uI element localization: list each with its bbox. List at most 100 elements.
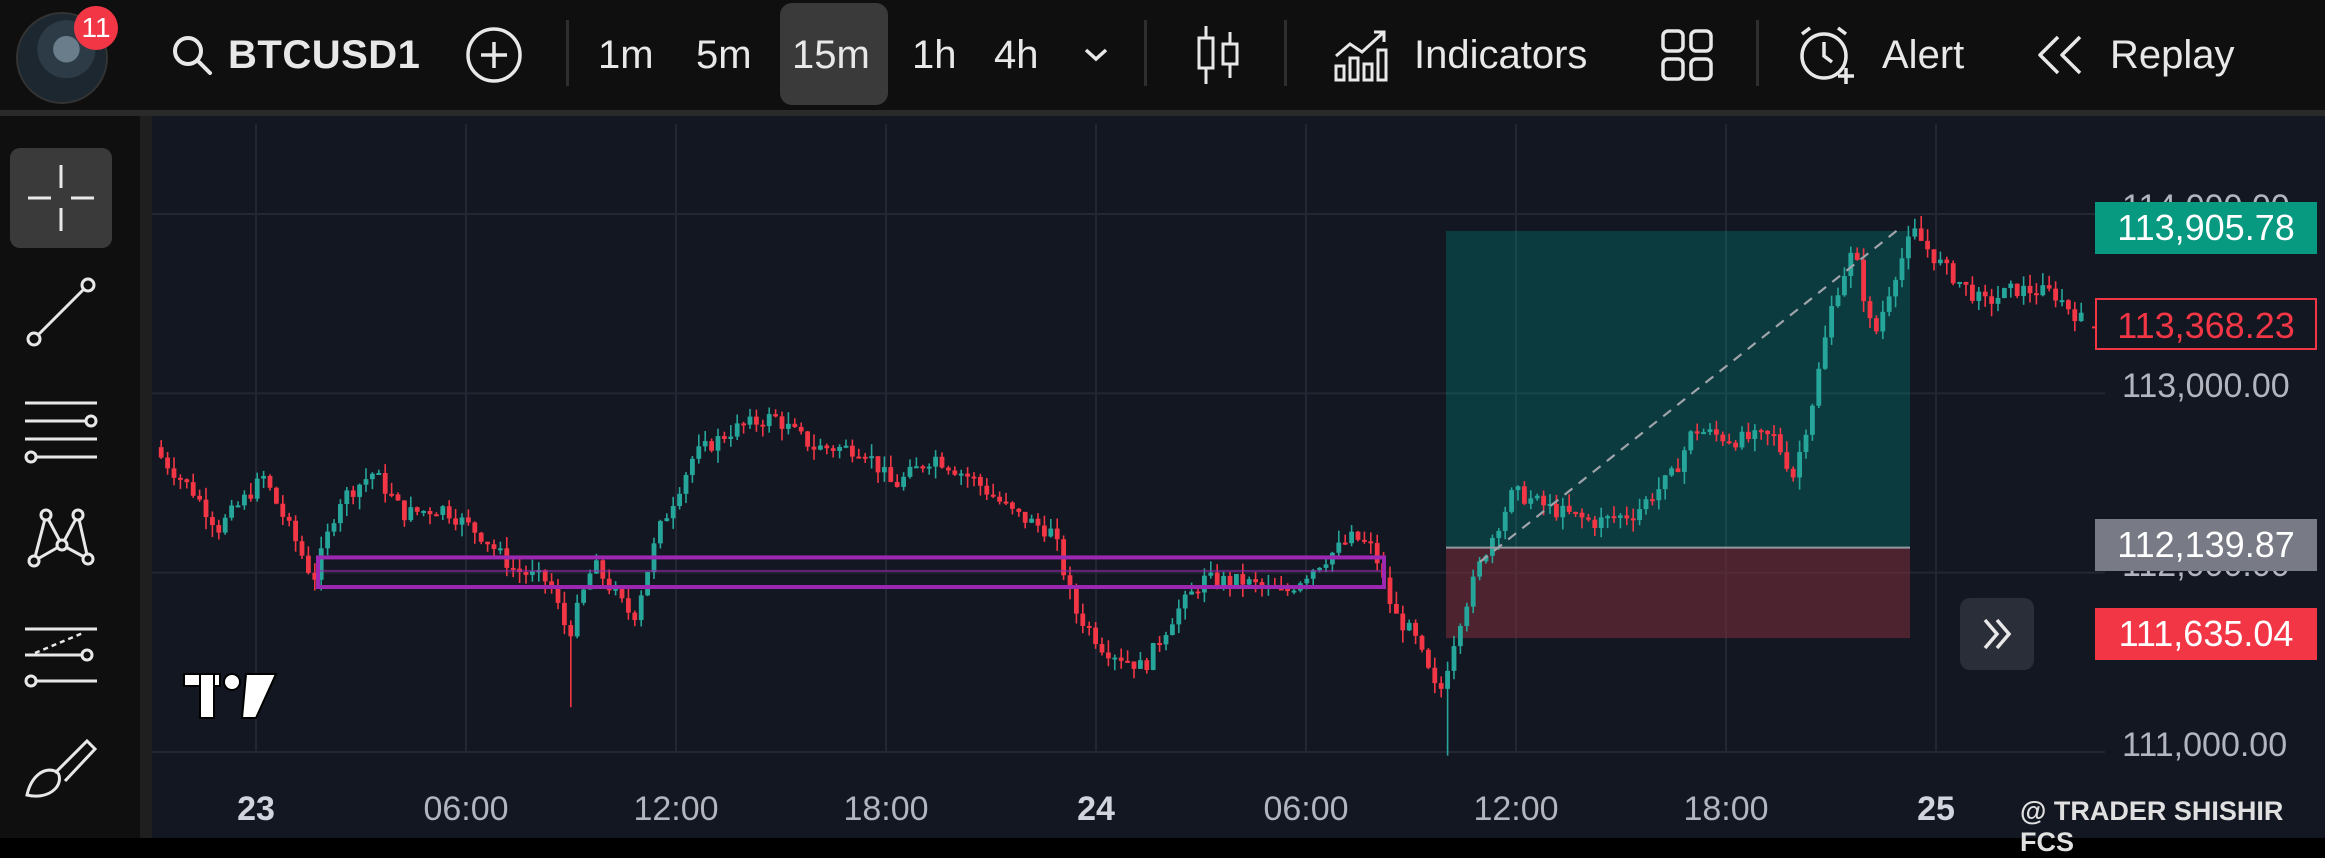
timeframe-dropdown-button[interactable] <box>1080 0 1112 110</box>
candle-body <box>312 572 318 580</box>
candle-body <box>293 520 298 542</box>
brush-icon <box>25 738 98 798</box>
price-tick: 111,000.00 <box>2122 726 2288 764</box>
candle-body <box>920 466 926 469</box>
fib-lines-tool-button[interactable] <box>10 380 112 480</box>
candle-body <box>427 510 433 515</box>
candlestick-icon <box>1197 26 1239 84</box>
crosshair-icon <box>28 165 94 231</box>
candle-body <box>414 507 420 512</box>
layouts-button[interactable] <box>1660 0 1714 110</box>
trend-line-icon <box>26 277 96 347</box>
pattern-tool-button[interactable] <box>10 488 112 588</box>
candle-body <box>2014 283 2020 297</box>
candle-body <box>1323 564 1329 568</box>
candle-body <box>1138 660 1143 669</box>
candle-body <box>1707 429 1713 433</box>
candle-body <box>1112 657 1118 660</box>
candle-body <box>1509 490 1514 512</box>
candle-body <box>792 423 798 427</box>
toolbar-divider <box>1284 20 1287 86</box>
trend-line-tool-button[interactable] <box>10 262 112 362</box>
candle-body <box>1458 625 1463 647</box>
candle-body <box>1317 567 1322 571</box>
candle-body <box>1957 281 1962 284</box>
candle-body <box>1522 486 1527 504</box>
candle-body <box>1394 603 1399 614</box>
timeframe-1h[interactable]: 1h <box>912 32 957 77</box>
candle-body <box>210 517 215 526</box>
alert-button[interactable]: Alert <box>1796 0 1964 110</box>
toolbar-border <box>0 110 2325 116</box>
timeframe-1m[interactable]: 1m <box>598 32 654 77</box>
candle-body <box>952 470 958 475</box>
candle-body <box>1931 249 1937 264</box>
candle-body <box>1477 561 1482 577</box>
profile-avatar-button[interactable]: 11 <box>16 6 118 104</box>
time-tick: 23 <box>237 790 275 828</box>
candle-body <box>818 445 823 450</box>
time-tick: 12:00 <box>633 790 719 828</box>
candle-body <box>2027 285 2033 294</box>
replay-button[interactable]: Replay <box>2036 0 2235 110</box>
candle-body <box>882 467 887 473</box>
candle-body <box>306 555 311 573</box>
candle-body <box>1982 291 1988 297</box>
candle-body <box>459 517 465 525</box>
timeframe-15m[interactable]: 15m <box>792 32 870 77</box>
candle-body <box>1003 501 1009 504</box>
candle-body <box>1810 405 1815 435</box>
candle-body <box>1304 578 1310 584</box>
chart-pane[interactable] <box>152 116 2325 838</box>
candle-body <box>1893 280 1898 297</box>
candle-body <box>562 602 567 626</box>
candle-body <box>1899 258 1905 281</box>
candle-body <box>798 426 804 432</box>
candle-body <box>914 466 919 469</box>
candle-body <box>1432 667 1438 684</box>
candle-body <box>1451 646 1457 671</box>
drawing-toolbar <box>0 116 140 838</box>
time-tick: 24 <box>1077 790 1115 828</box>
candle-body <box>1400 613 1406 631</box>
candle-body <box>440 506 446 515</box>
candle-body <box>1694 431 1700 434</box>
candle-body <box>165 457 170 469</box>
timeframe-5m[interactable]: 5m <box>696 32 752 77</box>
candle-body <box>1067 575 1073 589</box>
timeframe-4h[interactable]: 4h <box>994 32 1039 77</box>
candle-body <box>1362 539 1367 542</box>
candle-body <box>1880 311 1886 332</box>
candle-body <box>1202 575 1207 593</box>
candle-body <box>1310 570 1316 579</box>
indicators-button[interactable]: Indicators <box>1332 0 1587 110</box>
candle-body <box>446 506 452 519</box>
candle-body <box>722 436 727 440</box>
brush-tool-button[interactable] <box>10 718 112 818</box>
symbol-search-button[interactable]: BTCUSD1 <box>170 0 420 110</box>
candle-body <box>1131 661 1137 669</box>
candle-body <box>1445 670 1450 689</box>
alert-label: Alert <box>1882 32 1965 77</box>
candle-body <box>1739 431 1745 448</box>
candle-body <box>1714 429 1719 435</box>
crosshair-tool-button[interactable] <box>10 148 112 248</box>
candle-body <box>1291 590 1297 593</box>
candle-body <box>1579 512 1585 518</box>
candle-body <box>683 474 689 494</box>
chart-type-button[interactable] <box>1194 0 1242 110</box>
candle-body <box>677 493 682 507</box>
candle-body <box>1861 259 1866 302</box>
candle-body <box>434 514 439 517</box>
add-symbol-button[interactable] <box>464 0 524 110</box>
candle-body <box>1976 291 1982 301</box>
candle-body <box>574 602 580 637</box>
symbol-name: BTCUSD1 <box>228 32 421 77</box>
tradingview-logo <box>180 670 280 727</box>
scroll-to-realtime-button[interactable] <box>1960 598 2034 670</box>
candle-body <box>158 447 164 458</box>
candle-body <box>1630 518 1636 521</box>
forecast-tool-button[interactable] <box>10 606 112 706</box>
price-chart[interactable] <box>0 0 2325 838</box>
candle-body <box>395 494 401 501</box>
